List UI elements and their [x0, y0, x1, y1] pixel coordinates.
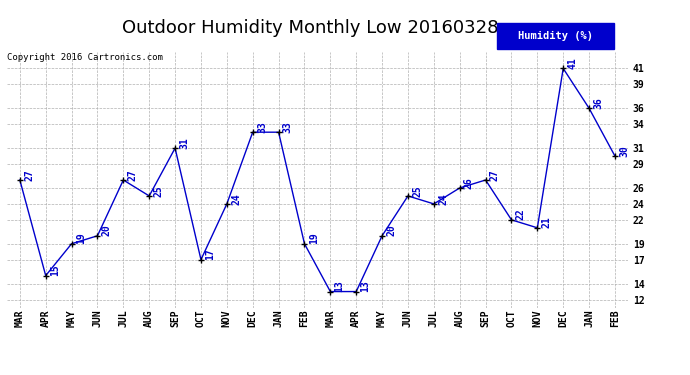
Text: 33: 33	[257, 121, 267, 133]
Text: 31: 31	[179, 137, 189, 149]
Text: 27: 27	[128, 169, 137, 181]
Text: 17: 17	[205, 249, 215, 260]
Text: 15: 15	[50, 264, 60, 276]
Text: Humidity (%): Humidity (%)	[518, 31, 593, 40]
Text: 26: 26	[464, 177, 474, 189]
Text: 36: 36	[593, 97, 603, 109]
Text: Outdoor Humidity Monthly Low 20160328: Outdoor Humidity Monthly Low 20160328	[122, 19, 499, 37]
Text: 25: 25	[412, 185, 422, 196]
Text: 20: 20	[101, 225, 112, 236]
Text: 27: 27	[490, 169, 500, 181]
Text: 19: 19	[308, 232, 319, 244]
Text: 13: 13	[360, 280, 371, 292]
Text: 24: 24	[231, 193, 241, 204]
Text: 21: 21	[542, 217, 551, 228]
Text: 41: 41	[567, 57, 578, 69]
Text: 33: 33	[283, 121, 293, 133]
Text: 20: 20	[386, 225, 396, 236]
Text: 24: 24	[438, 193, 448, 204]
Text: 30: 30	[619, 145, 629, 157]
Text: 19: 19	[76, 232, 86, 244]
Text: 25: 25	[153, 185, 164, 196]
Text: Copyright 2016 Cartronics.com: Copyright 2016 Cartronics.com	[7, 53, 163, 62]
Text: 22: 22	[515, 209, 526, 220]
Text: 27: 27	[24, 169, 34, 181]
Text: 13: 13	[335, 280, 344, 292]
